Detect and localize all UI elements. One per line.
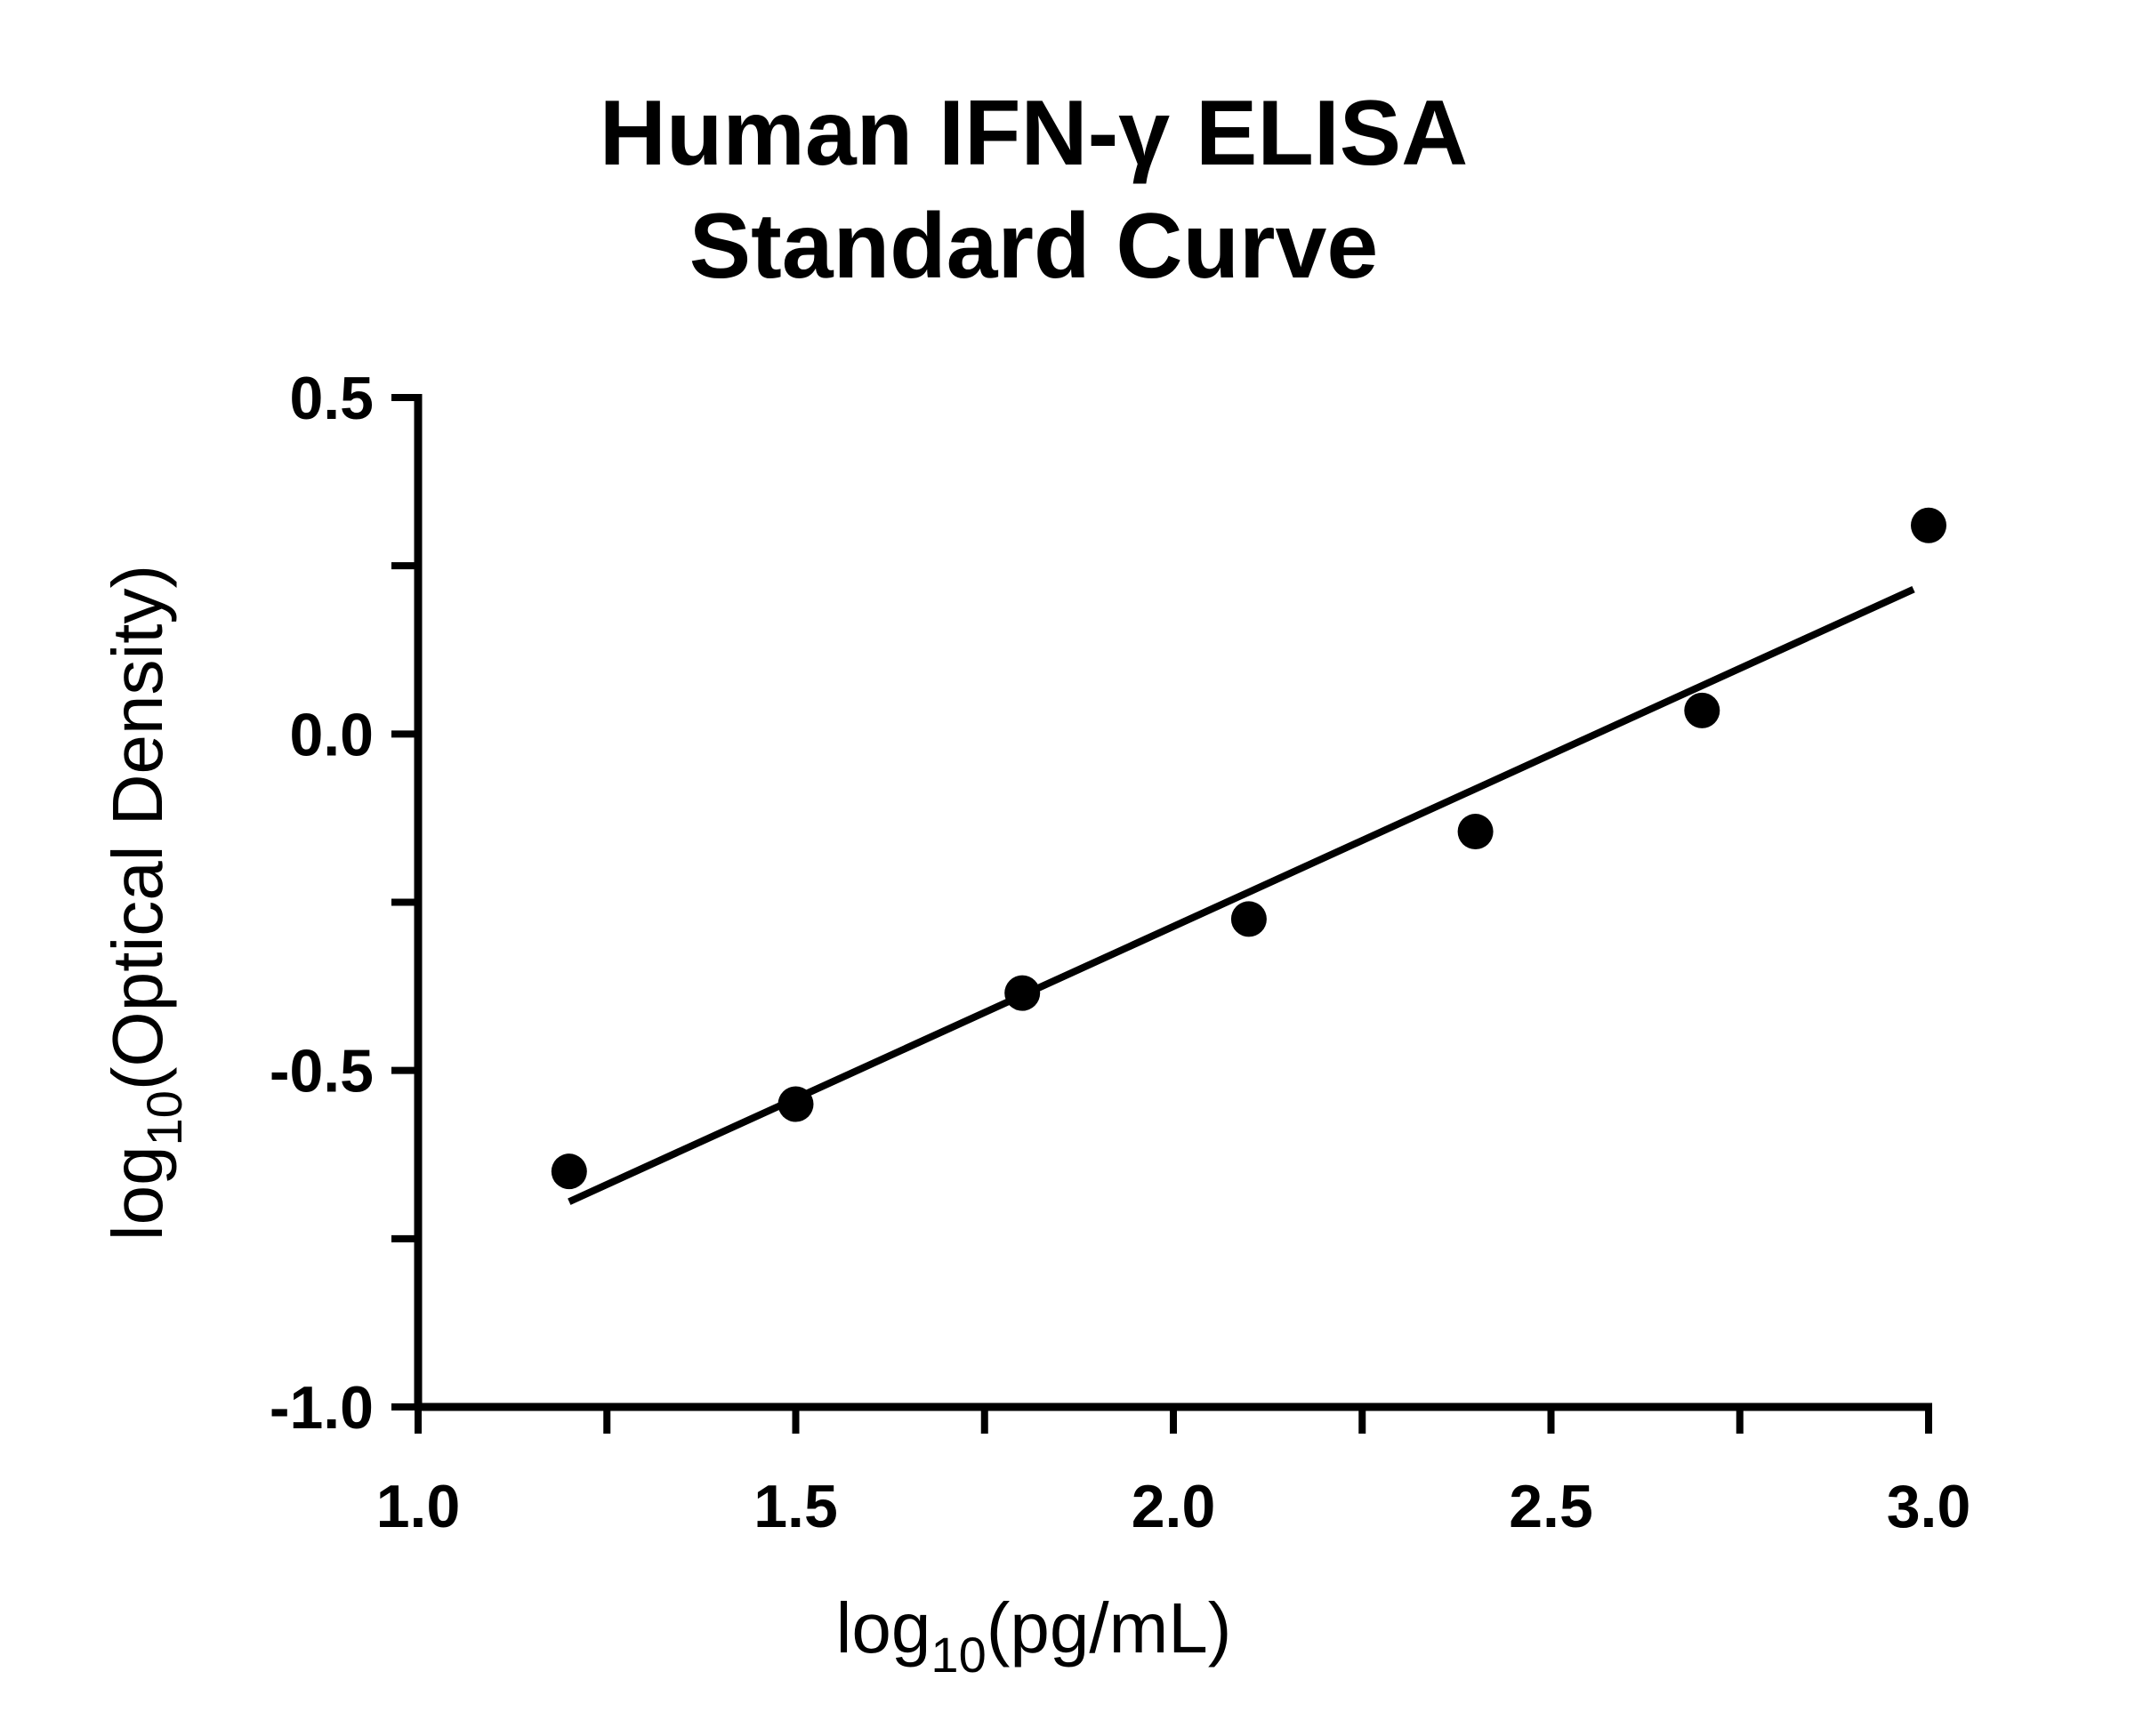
x-tick-labels: 1.0 1.5 2.0 2.5 3.0: [376, 1473, 1971, 1540]
x-tick-label: 2.5: [1509, 1473, 1593, 1540]
data-point: [1004, 975, 1041, 1011]
x-axis-label: log10(pg/mL): [836, 1588, 1232, 1683]
y-axis-label-prefix: log: [98, 1145, 177, 1241]
x-tick-label: 3.0: [1887, 1473, 1971, 1540]
data-point: [1911, 507, 1946, 543]
y-tick-label: -1.0: [270, 1374, 374, 1442]
x-axis-label-suffix: (pg/mL): [987, 1588, 1232, 1668]
data-point: [551, 1153, 587, 1190]
data-point: [1684, 692, 1720, 728]
y-tick-label: 0.0: [289, 701, 374, 768]
data-point: [1457, 814, 1494, 850]
chart-title-line-1: Human IFN-γ ELISA: [600, 82, 1469, 185]
fit-line: [568, 586, 1915, 1205]
y-tick-labels: 0.5 0.0 -0.5 -1.0: [270, 365, 374, 1442]
x-axis-label-subscript: 10: [931, 1627, 986, 1683]
y-axis-label-suffix: (Optical Density): [98, 565, 177, 1090]
axes: [414, 394, 1932, 1411]
y-axis-label: log10(Optical Density): [98, 565, 192, 1241]
y-axis-label-subscript: 10: [136, 1090, 192, 1145]
y-ticks: [391, 394, 418, 1410]
y-tick-label: 0.5: [289, 365, 374, 432]
x-ticks: [415, 1407, 1932, 1434]
data-point: [1230, 901, 1267, 937]
data-points: [551, 507, 1946, 1190]
chart-title-line-2: Standard Curve: [689, 195, 1378, 298]
x-tick-label: 1.5: [753, 1473, 838, 1540]
x-tick-label: 2.0: [1132, 1473, 1216, 1540]
y-tick-label: -0.5: [270, 1038, 374, 1105]
chart-title: Human IFN-γ ELISA Standard Curve: [600, 82, 1469, 298]
plot-marks: [551, 507, 1946, 1205]
x-tick-label: 1.0: [376, 1473, 461, 1540]
data-point: [777, 1086, 814, 1122]
x-axis-label-prefix: log: [836, 1588, 931, 1668]
